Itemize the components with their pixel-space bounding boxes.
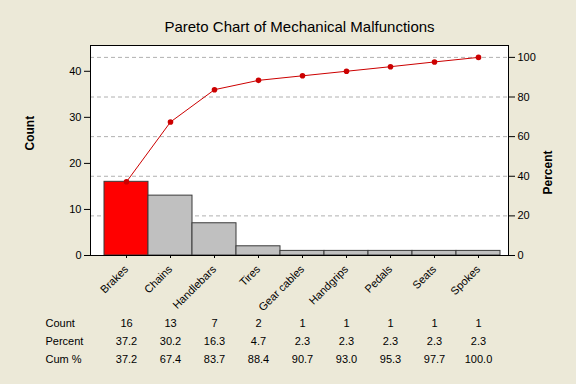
svg-text:30.2: 30.2 xyxy=(160,335,181,347)
svg-text:37.2: 37.2 xyxy=(116,335,137,347)
svg-text:83.7: 83.7 xyxy=(204,353,225,365)
svg-text:67.4: 67.4 xyxy=(160,353,181,365)
svg-text:Count: Count xyxy=(23,116,37,151)
svg-text:37.2: 37.2 xyxy=(116,353,137,365)
svg-text:Cum %: Cum % xyxy=(46,353,82,365)
svg-text:30: 30 xyxy=(69,111,81,123)
svg-text:88.4: 88.4 xyxy=(248,353,269,365)
svg-text:16: 16 xyxy=(120,317,132,329)
svg-text:16.3: 16.3 xyxy=(204,335,225,347)
svg-text:Percent: Percent xyxy=(46,335,84,347)
svg-text:100: 100 xyxy=(518,51,536,63)
svg-text:0: 0 xyxy=(518,249,524,261)
svg-text:Chains: Chains xyxy=(142,262,175,295)
svg-text:1: 1 xyxy=(475,317,481,329)
svg-text:Handlebars: Handlebars xyxy=(170,262,219,311)
svg-text:2.3: 2.3 xyxy=(471,335,486,347)
svg-text:Tires: Tires xyxy=(237,262,263,288)
svg-text:1: 1 xyxy=(343,317,349,329)
svg-text:2.3: 2.3 xyxy=(339,335,354,347)
svg-text:Pareto Chart of Mechanical Mal: Pareto Chart of Mechanical Malfunctions xyxy=(164,18,434,35)
svg-text:4.7: 4.7 xyxy=(251,335,266,347)
svg-text:1: 1 xyxy=(299,317,305,329)
svg-text:Spokes: Spokes xyxy=(448,262,483,297)
svg-text:Pedals: Pedals xyxy=(362,262,395,295)
svg-text:Gear cables: Gear cables xyxy=(256,262,307,313)
svg-text:7: 7 xyxy=(211,317,217,329)
svg-text:2.3: 2.3 xyxy=(295,335,310,347)
svg-text:2.3: 2.3 xyxy=(383,335,398,347)
svg-text:Seats: Seats xyxy=(410,262,439,291)
svg-text:20: 20 xyxy=(69,157,81,169)
svg-text:2.3: 2.3 xyxy=(427,335,442,347)
svg-text:Handgrips: Handgrips xyxy=(306,262,350,306)
svg-text:10: 10 xyxy=(69,203,81,215)
svg-text:80: 80 xyxy=(518,91,530,103)
svg-text:93.0: 93.0 xyxy=(336,353,357,365)
svg-text:1: 1 xyxy=(431,317,437,329)
svg-text:Brakes: Brakes xyxy=(98,262,131,295)
svg-text:40: 40 xyxy=(69,65,81,77)
svg-text:40: 40 xyxy=(518,170,530,182)
svg-text:0: 0 xyxy=(75,249,81,261)
svg-text:13: 13 xyxy=(164,317,176,329)
svg-text:Percent: Percent xyxy=(541,151,555,195)
svg-text:90.7: 90.7 xyxy=(292,353,313,365)
svg-text:97.7: 97.7 xyxy=(424,353,445,365)
svg-text:20: 20 xyxy=(518,209,530,221)
svg-text:100.0: 100.0 xyxy=(465,353,493,365)
svg-text:1: 1 xyxy=(387,317,393,329)
svg-text:95.3: 95.3 xyxy=(380,353,401,365)
svg-text:Count: Count xyxy=(46,317,75,329)
svg-text:60: 60 xyxy=(518,130,530,142)
svg-text:2: 2 xyxy=(255,317,261,329)
